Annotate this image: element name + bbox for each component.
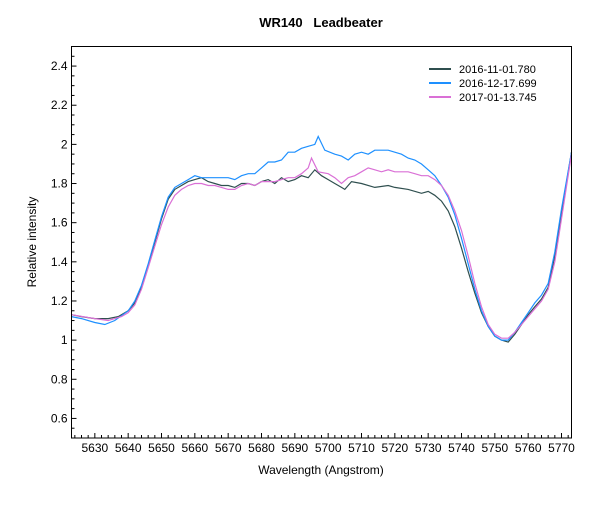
x-tick-label: 5710 — [348, 441, 375, 455]
x-tick-label: 5670 — [215, 441, 242, 455]
x-tick-label: 5770 — [548, 441, 575, 455]
y-tick-label: 2 — [61, 137, 68, 151]
y-tick-label: 1.6 — [51, 216, 68, 230]
legend-label: 2016-11-01.780 — [459, 64, 536, 76]
x-tick-label: 5730 — [415, 441, 442, 455]
x-tick-label: 5760 — [515, 441, 542, 455]
x-tick-label: 5750 — [481, 441, 508, 455]
legend-label: 2017-01-13.745 — [459, 92, 537, 104]
y-tick-label: 1.2 — [51, 294, 68, 308]
x-tick-label: 5700 — [315, 441, 342, 455]
y-tick-label: 0.6 — [51, 411, 68, 425]
y-tick-label: 2.2 — [51, 98, 68, 112]
x-tick-label: 5630 — [81, 441, 108, 455]
series-line-2016-12-17.699 — [71, 135, 573, 341]
series-line-2017-01-13.745 — [71, 154, 573, 339]
axis-ticks: 5630 5640 5650 5660 5670 5680 5690 5700 5710 5720… — [51, 46, 575, 455]
legend-label: 2016-12-17.699 — [459, 78, 537, 90]
legend: 2016-11-01.780 2016-12-17.699 2017-01-13.7… — [429, 64, 537, 104]
series-lines — [71, 135, 573, 343]
y-tick-label: 2.4 — [51, 59, 68, 73]
x-tick-label: 5720 — [381, 441, 408, 455]
x-tick-label: 5740 — [448, 441, 475, 455]
chart-title: WR140 Leadbeater — [259, 15, 383, 30]
x-tick-label: 5690 — [281, 441, 308, 455]
x-axis-label: Wavelength (Angstrom) — [258, 463, 384, 477]
y-tick-label: 1.8 — [51, 177, 68, 191]
x-tick-label: 5650 — [148, 441, 175, 455]
y-tick-label: 1 — [61, 333, 68, 347]
series-line-2016-11-01.780 — [71, 152, 573, 343]
y-tick-label: 0.8 — [51, 372, 68, 386]
x-tick-label: 5640 — [115, 441, 142, 455]
y-tick-label: 1.4 — [51, 255, 68, 269]
x-tick-label: 5680 — [248, 441, 275, 455]
plot-frame — [71, 46, 572, 439]
y-axis-label: Relative intensity — [25, 197, 39, 288]
x-tick-label: 5660 — [181, 441, 208, 455]
